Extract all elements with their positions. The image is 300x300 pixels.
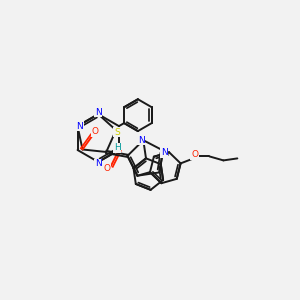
Text: N: N [95, 159, 102, 168]
Text: H: H [114, 143, 121, 152]
Text: O: O [92, 127, 99, 136]
Text: N: N [76, 122, 83, 130]
Text: N: N [95, 108, 102, 117]
Text: O: O [103, 164, 110, 173]
Text: N: N [138, 136, 145, 145]
Text: N: N [161, 148, 167, 157]
Text: O: O [191, 150, 198, 159]
Text: S: S [114, 128, 120, 136]
